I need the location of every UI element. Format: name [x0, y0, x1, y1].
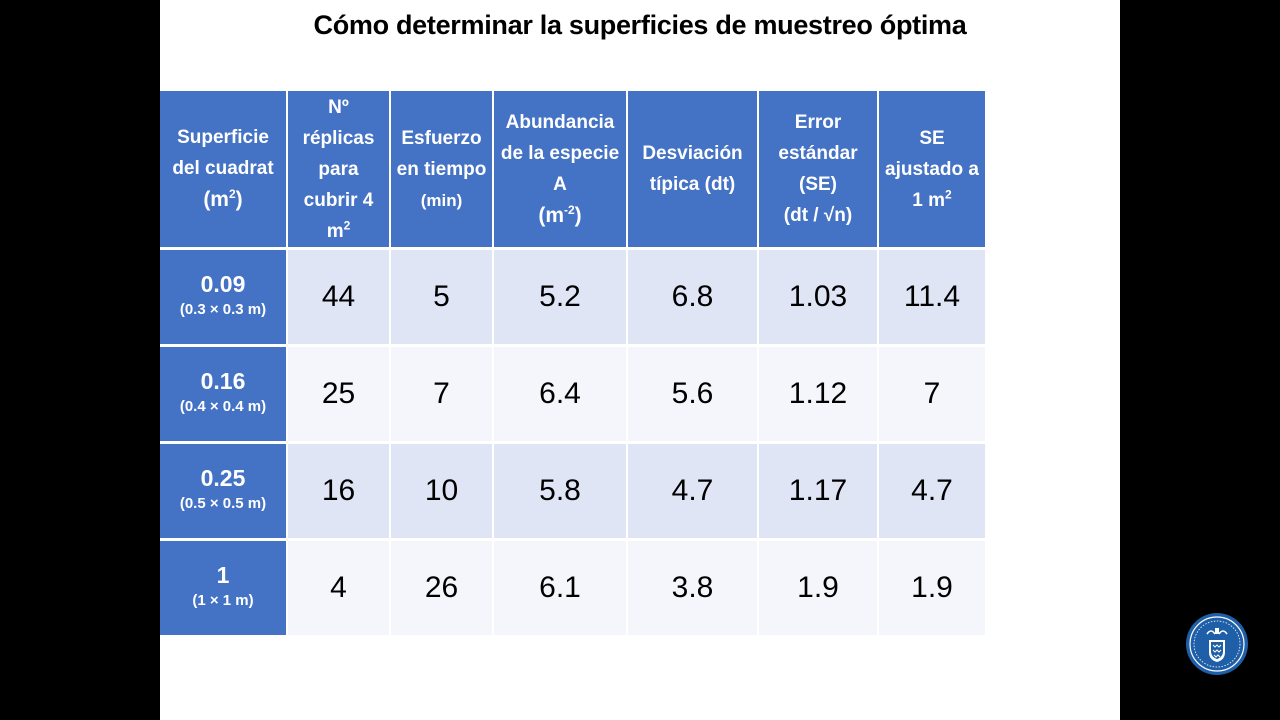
cell-std-error: 1.9 [758, 539, 879, 638]
sampling-table: Superficie del cuadrat (m2) Nº réplicas … [160, 91, 985, 638]
cell-se-adjusted: 1.9 [878, 539, 985, 638]
table-row: 0.25 (0.5 × 0.5 m) 16 10 5.8 4.7 1.17 4.7 [160, 442, 985, 541]
cell-abundance: 5.2 [493, 248, 628, 347]
cell-std-dev: 3.8 [627, 539, 759, 638]
cell-effort: 5 [390, 248, 494, 347]
row-header: 0.25 (0.5 × 0.5 m) [160, 442, 288, 541]
row-header: 0.16 (0.4 × 0.4 m) [160, 345, 288, 444]
header-replicas: Nº réplicas para cubrir 4 m2 [287, 91, 391, 250]
cell-effort: 26 [390, 539, 494, 638]
row-header: 1 (1 × 1 m) [160, 539, 288, 638]
header-effort: Esfuerzo en tiempo (min) [390, 91, 494, 250]
header-std-dev: Desviación típica (dt) [627, 91, 759, 250]
cell-effort: 10 [390, 442, 494, 541]
cell-std-error: 1.17 [758, 442, 879, 541]
header-abundance: Abundancia de la especie A (m-2) [493, 91, 628, 250]
cell-abundance: 5.8 [493, 442, 628, 541]
header-std-error: Error estándar (SE) (dt / √n) [758, 91, 879, 250]
cell-se-adjusted: 4.7 [878, 442, 985, 541]
cell-effort: 7 [390, 345, 494, 444]
table-row: 0.16 (0.4 × 0.4 m) 25 7 6.4 5.6 1.12 7 [160, 345, 985, 444]
table-row: 1 (1 × 1 m) 4 26 6.1 3.8 1.9 1.9 [160, 539, 985, 638]
cell-std-error: 1.12 [758, 345, 879, 444]
university-seal-icon [1186, 613, 1248, 675]
cell-replicas: 4 [287, 539, 391, 638]
cell-replicas: 16 [287, 442, 391, 541]
header-se-adjusted: SE ajustado a 1 m2 [878, 91, 985, 250]
table-row: 0.09 (0.3 × 0.3 m) 44 5 5.2 6.8 1.03 11.4 [160, 248, 985, 347]
slide-title: Cómo determinar la superficies de muestr… [313, 10, 967, 40]
slide: Cómo determinar la superficies de muestr… [160, 0, 1120, 720]
cell-se-adjusted: 11.4 [878, 248, 985, 347]
cell-replicas: 44 [287, 248, 391, 347]
header-row: Superficie del cuadrat (m2) Nº réplicas … [160, 91, 985, 250]
cell-replicas: 25 [287, 345, 391, 444]
cell-std-dev: 6.8 [627, 248, 759, 347]
row-header: 0.09 (0.3 × 0.3 m) [160, 248, 288, 347]
cell-se-adjusted: 7 [878, 345, 985, 444]
header-surface: Superficie del cuadrat (m2) [160, 91, 288, 250]
cell-std-error: 1.03 [758, 248, 879, 347]
cell-abundance: 6.1 [493, 539, 628, 638]
cell-std-dev: 5.6 [627, 345, 759, 444]
cell-abundance: 6.4 [493, 345, 628, 444]
cell-std-dev: 4.7 [627, 442, 759, 541]
